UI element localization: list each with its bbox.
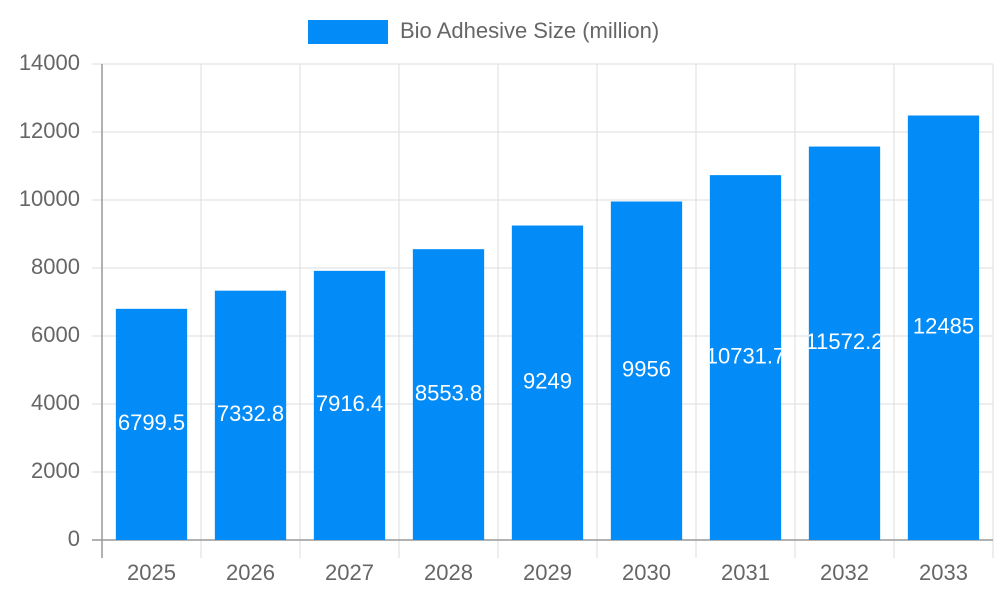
y-tick-label: 14000 [19, 50, 80, 75]
y-tick-label: 12000 [19, 118, 80, 143]
x-tick-label: 2032 [820, 560, 869, 585]
value-label: 9956 [622, 357, 671, 382]
y-tick-label: 6000 [31, 322, 80, 347]
value-label: 9249 [523, 369, 572, 394]
y-tick-label: 4000 [31, 390, 80, 415]
value-label: 10731.7 [706, 343, 786, 368]
x-tick-label: 2027 [325, 560, 374, 585]
value-label: 8553.8 [415, 380, 482, 405]
value-label: 7332.8 [217, 401, 284, 426]
bar [511, 225, 584, 540]
legend-swatch[interactable] [308, 20, 388, 44]
bar [709, 175, 782, 540]
bar [808, 146, 881, 540]
x-tick-label: 2026 [226, 560, 275, 585]
x-tick-label: 2025 [127, 560, 176, 585]
value-label: 6799.5 [118, 410, 185, 435]
x-tick-label: 2029 [523, 560, 572, 585]
x-tick-label: 2033 [919, 560, 968, 585]
bar [610, 201, 683, 540]
value-label: 7916.4 [316, 391, 383, 416]
x-tick-label: 2030 [622, 560, 671, 585]
value-label: 11572.2 [806, 329, 884, 354]
y-tick-label: 8000 [31, 254, 80, 279]
x-tick-label: 2031 [721, 560, 770, 585]
y-tick-label: 2000 [31, 458, 80, 483]
bar [115, 308, 188, 540]
bar [412, 249, 485, 540]
y-tick-label: 0 [68, 526, 80, 551]
bar [313, 270, 386, 540]
legend-label[interactable]: Bio Adhesive Size (million) [400, 18, 659, 43]
y-tick-label: 10000 [19, 186, 80, 211]
value-label: 12485 [913, 314, 974, 339]
bar [907, 115, 980, 540]
bar [214, 290, 287, 540]
x-tick-label: 2028 [424, 560, 473, 585]
